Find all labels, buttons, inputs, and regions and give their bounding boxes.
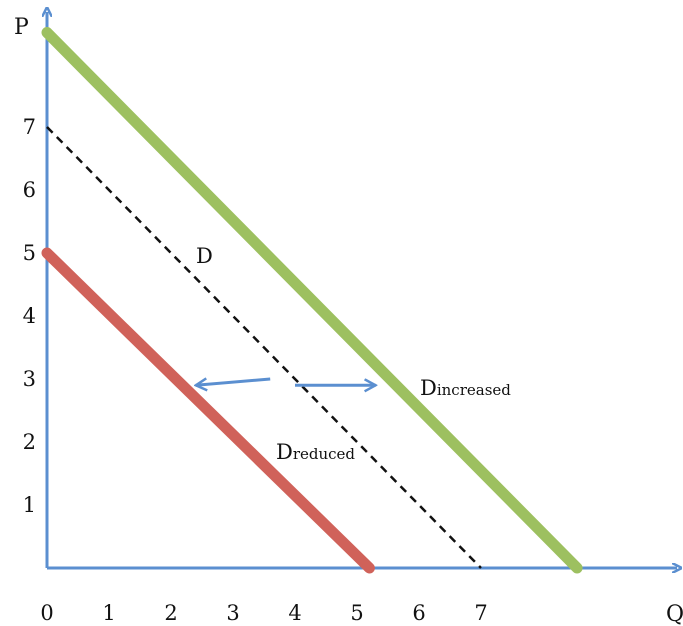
x-tick-label: 7 <box>474 601 487 625</box>
y-tick-labels: 1 2 3 4 5 6 7 <box>23 115 36 517</box>
series-label-d-reduced-main: D <box>276 440 293 464</box>
y-tick-label: 2 <box>23 430 36 454</box>
y-tick-label: 5 <box>23 241 36 265</box>
x-tick-label: 4 <box>288 601 301 625</box>
x-tick-label: 2 <box>164 601 177 625</box>
x-tick-label: 5 <box>350 601 363 625</box>
shift-arrows <box>196 379 376 385</box>
demand-curve-d-reduced <box>41 247 375 574</box>
demand-curve-d <box>46 126 482 569</box>
y-tick-label: 7 <box>23 115 36 139</box>
y-tick-label: 4 <box>23 304 36 328</box>
x-tick-labels: 0 1 2 3 4 5 6 7 <box>40 601 487 625</box>
x-tick-label: 0 <box>40 601 53 625</box>
y-tick-label: 3 <box>23 367 36 391</box>
shift-left-arrow <box>196 379 271 385</box>
demand-curve-d-increased <box>41 27 583 574</box>
demand-curves <box>41 27 583 574</box>
x-axis-label: Q <box>666 602 683 626</box>
series-label-d-increased: Dincreased <box>420 376 511 400</box>
x-tick-label: 1 <box>102 601 115 625</box>
series-label-d-reduced-sub: reduced <box>293 445 356 463</box>
series-label-d-reduced: Dreduced <box>276 440 355 464</box>
y-tick-label: 6 <box>23 178 36 202</box>
y-axis-label: P <box>14 15 29 40</box>
y-tick-label: 1 <box>23 493 36 517</box>
axes <box>47 12 677 568</box>
series-label-d: D <box>196 244 213 268</box>
x-tick-label: 6 <box>412 601 425 625</box>
series-label-d-increased-main: D <box>420 376 437 400</box>
x-tick-label: 3 <box>226 601 239 625</box>
series-label-d-increased-sub: increased <box>437 381 511 399</box>
